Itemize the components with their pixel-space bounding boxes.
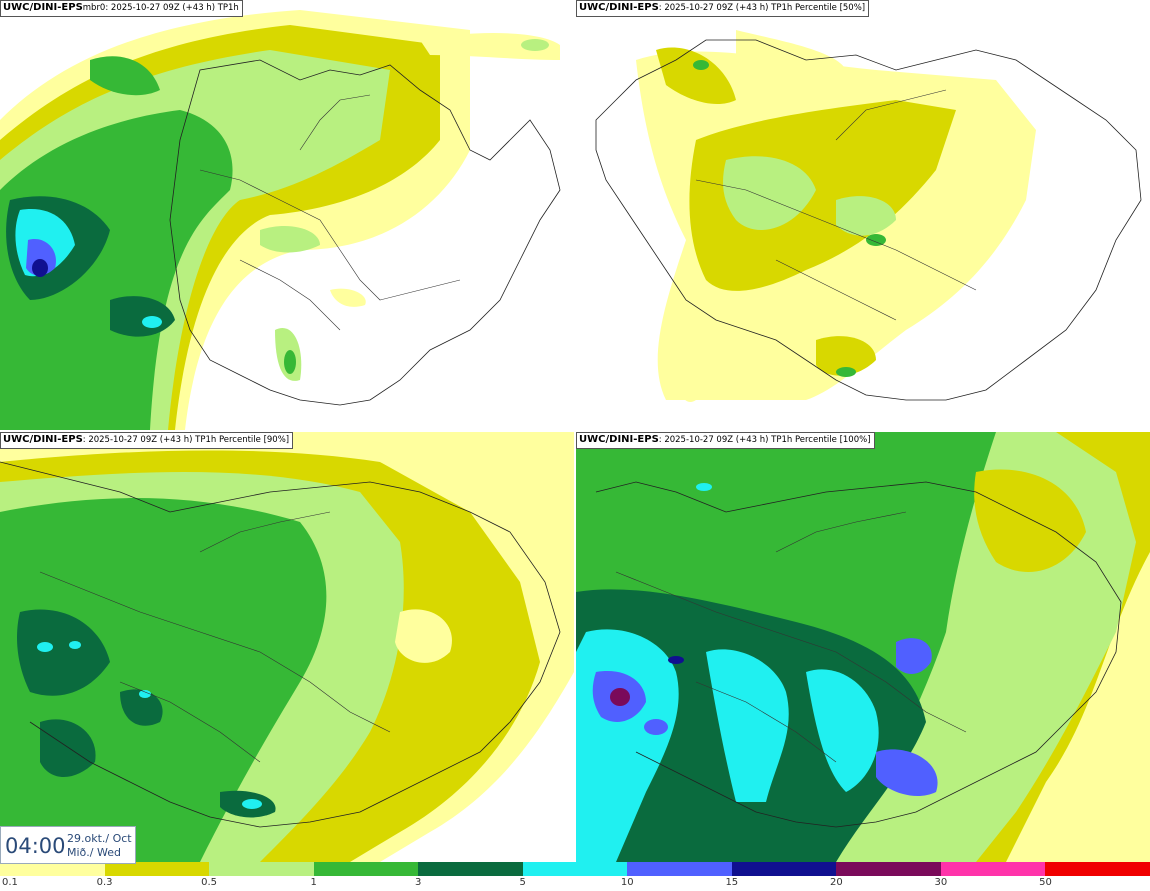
precip-map-p50 — [576, 0, 1150, 430]
precip-map-p90 — [0, 432, 574, 862]
precip-legend: 0.1 0.3 0.5 1 3 5 10 15 20 30 50 — [0, 862, 1150, 891]
legend-swatch — [627, 862, 732, 876]
legend-swatch — [104, 862, 210, 876]
coastline-outline — [595, 39, 1142, 401]
forecast-date-line2: Mið./ Wed — [67, 846, 121, 859]
legend-label: 5 — [519, 877, 526, 888]
legend-label: 1 — [310, 877, 317, 888]
legend-label: 10 — [620, 877, 634, 888]
map-panel-p50: UWC/DINI-EPS: 2025-10-27 09Z (+43 h) TP1… — [576, 0, 1150, 430]
legend-label: 0.5 — [201, 877, 218, 888]
road-lines — [615, 511, 967, 763]
map-panel-p90: UWC/DINI-EPS: 2025-10-27 09Z (+43 h) TP1… — [0, 432, 574, 862]
legend-swatch — [836, 862, 941, 876]
panel-title-p100: UWC/DINI-EPS: 2025-10-27 09Z (+43 h) TP1… — [576, 432, 875, 449]
precip-map-mbr0 — [0, 0, 574, 430]
legend-swatch — [313, 862, 419, 876]
road-lines — [695, 89, 977, 321]
legend-swatch — [209, 862, 314, 876]
panel-title-mbr0: UWC/DINI-EPSmbr0: 2025-10-27 09Z (+43 h)… — [0, 0, 243, 17]
forecast-date-line1: 29.okt./ Oct — [67, 832, 132, 845]
legend-swatch — [940, 862, 1046, 876]
legend-label: 30 — [934, 877, 948, 888]
panel-title-p90: UWC/DINI-EPS: 2025-10-27 09Z (+43 h) TP1… — [0, 432, 294, 449]
road-lines — [199, 94, 461, 331]
panel-title-p50: UWC/DINI-EPS: 2025-10-27 09Z (+43 h) TP1… — [576, 0, 870, 17]
coastline-outline — [595, 481, 1122, 828]
forecast-time-box: 04:00 29.okt./ Oct Mið./ Wed — [0, 826, 136, 864]
legend-label: 15 — [725, 877, 739, 888]
legend-swatch — [522, 862, 628, 876]
legend-label: 0.3 — [96, 877, 113, 888]
legend-swatch — [0, 862, 105, 876]
precip-map-p100 — [576, 432, 1150, 862]
legend-label: 50 — [1039, 877, 1052, 888]
legend-swatch — [1045, 862, 1150, 876]
legend-color-bar — [0, 862, 1150, 876]
map-panel-mbr0: UWC/DINI-EPSmbr0: 2025-10-27 09Z (+43 h)… — [0, 0, 574, 430]
map-panel-p100: UWC/DINI-EPS: 2025-10-27 09Z (+43 h) TP1… — [576, 432, 1150, 862]
legend-label: 20 — [829, 877, 843, 888]
coastline-outline — [169, 59, 561, 406]
road-lines — [39, 511, 391, 763]
coastline-outline — [0, 461, 561, 828]
legend-label: 3 — [414, 877, 422, 888]
legend-swatch — [418, 862, 523, 876]
legend-label: 0.1 — [2, 877, 18, 888]
forecast-time: 04:00 — [5, 834, 66, 858]
legend-swatch — [731, 862, 837, 876]
